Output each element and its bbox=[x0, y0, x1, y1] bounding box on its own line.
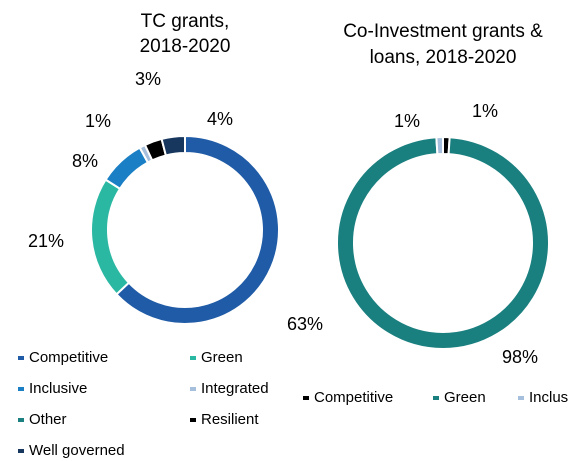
legend-label: Resilient bbox=[201, 411, 259, 428]
data-label: 98% bbox=[502, 347, 538, 367]
legend-label: Inclus bbox=[529, 389, 568, 406]
legend-label: Integrated bbox=[201, 380, 269, 397]
chart-title: Co-Investment grants & bbox=[343, 21, 543, 42]
legend-label: Inclusive bbox=[29, 380, 87, 397]
donut-segment bbox=[435, 135, 444, 156]
donut-segment bbox=[336, 136, 550, 350]
data-label: 21% bbox=[28, 231, 64, 251]
legend-marker bbox=[190, 356, 196, 360]
legend-marker bbox=[18, 387, 24, 391]
donut-segment bbox=[160, 134, 186, 157]
data-label: 1% bbox=[85, 111, 111, 131]
data-label: 8% bbox=[72, 151, 98, 171]
data-label: 63% bbox=[287, 314, 323, 334]
legend-label: Competitive bbox=[314, 389, 393, 406]
legend-marker bbox=[303, 396, 309, 400]
data-label: 1% bbox=[472, 101, 498, 121]
data-label: 4% bbox=[207, 109, 233, 129]
data-label: 1% bbox=[394, 111, 420, 131]
chart-title: TC grants, bbox=[141, 11, 230, 32]
donut-segment bbox=[115, 134, 280, 325]
chart-title: 2018-2020 bbox=[140, 36, 231, 57]
chart-title: loans, 2018-2020 bbox=[370, 47, 517, 68]
donut-segment bbox=[104, 146, 150, 191]
legend-marker bbox=[433, 396, 439, 400]
legend-marker bbox=[18, 418, 24, 422]
donut-segment bbox=[90, 178, 131, 296]
data-label: 3% bbox=[135, 69, 161, 89]
legend-label: Green bbox=[444, 389, 486, 406]
legend-marker bbox=[518, 396, 524, 400]
legend-marker bbox=[190, 418, 196, 422]
legend-marker bbox=[18, 356, 24, 360]
legend-label: Other bbox=[29, 411, 67, 428]
legend-label: Green bbox=[201, 349, 243, 366]
legend-marker bbox=[190, 387, 196, 391]
legend-label: Competitive bbox=[29, 349, 108, 366]
legend-marker bbox=[18, 449, 24, 453]
legend-label: Well governed bbox=[29, 442, 125, 459]
